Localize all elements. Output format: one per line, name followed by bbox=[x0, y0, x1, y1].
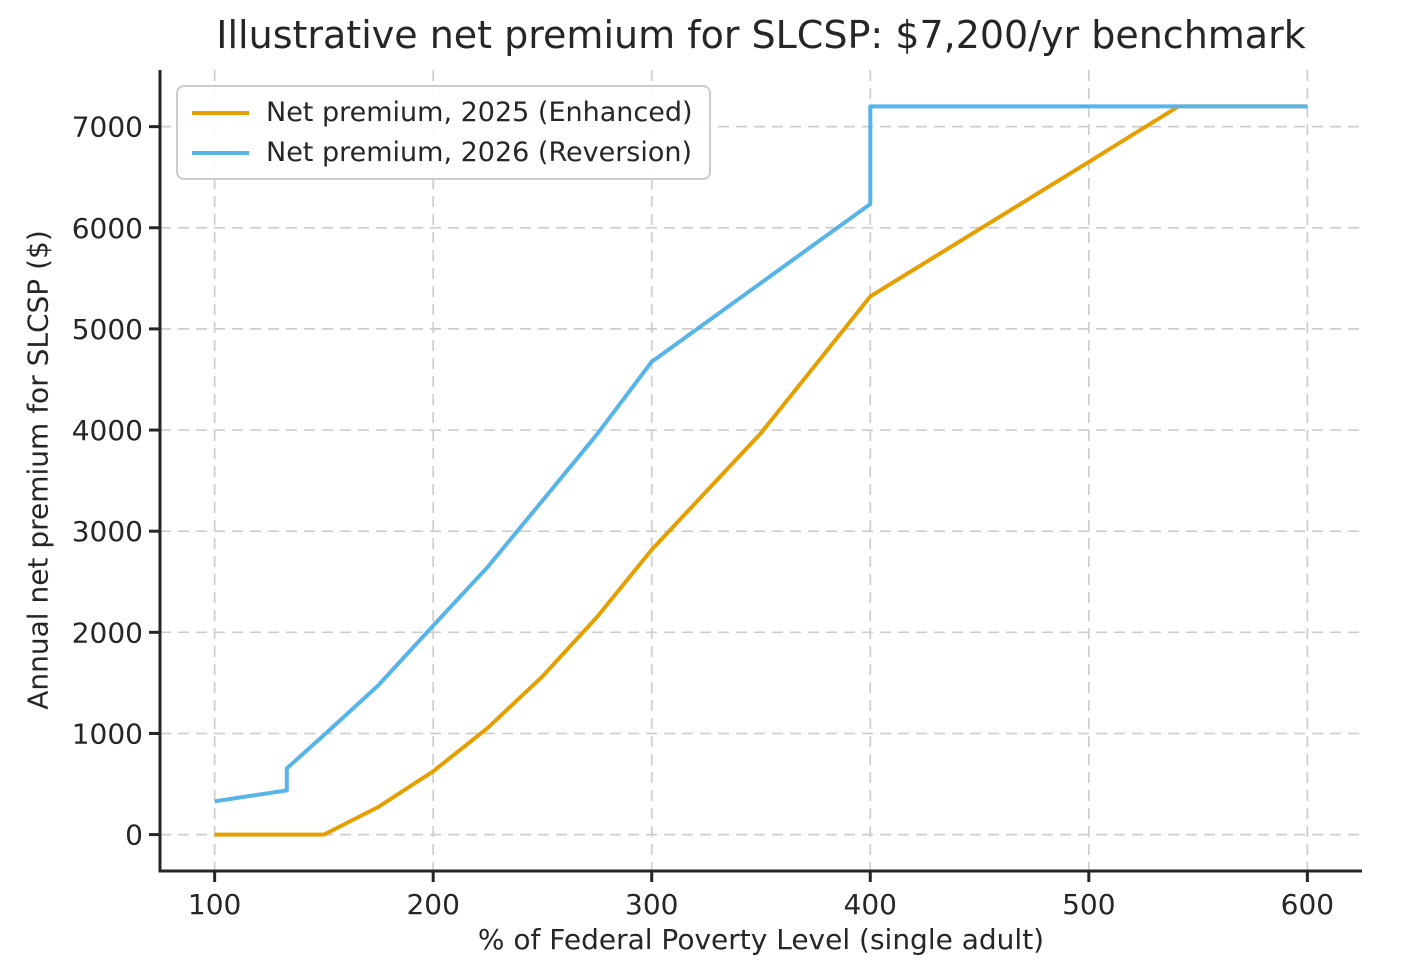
x-tick-label: 200 bbox=[406, 888, 459, 921]
chart-title: Illustrative net premium for SLCSP: $7,2… bbox=[216, 13, 1306, 57]
y-tick-label: 4000 bbox=[72, 414, 143, 447]
series-line-0 bbox=[214, 104, 1308, 837]
y-axis-label: Annual net premium for SLCSP ($) bbox=[21, 230, 55, 710]
x-tick-label: 300 bbox=[625, 888, 678, 921]
x-axis-label: % of Federal Poverty Level (single adult… bbox=[477, 923, 1045, 956]
legend-label-2025-enhanced: Net premium, 2025 (Enhanced) bbox=[266, 97, 693, 128]
legend-item-2025-enhanced: Net premium, 2025 (Enhanced) bbox=[192, 97, 693, 128]
series-line-1 bbox=[214, 104, 1308, 804]
x-tick-label: 400 bbox=[844, 888, 897, 921]
y-tick-label: 0 bbox=[125, 819, 143, 852]
y-tick-label: 5000 bbox=[72, 313, 143, 346]
legend-label-2026-reversion: Net premium, 2026 (Reversion) bbox=[266, 137, 693, 169]
tick-labels: 100 200 300 400 500 6000100020003000400050006… bbox=[72, 111, 1334, 921]
x-tick-label: 600 bbox=[1281, 888, 1334, 921]
y-tick-label: 7000 bbox=[72, 111, 143, 144]
gridlines bbox=[160, 70, 1362, 871]
legend-swatch-2025-enhanced bbox=[192, 110, 249, 115]
x-tick-label: 100 bbox=[188, 888, 241, 921]
y-tick-label: 3000 bbox=[72, 515, 143, 548]
tick-marks bbox=[149, 125, 1309, 882]
legend-item-2026-reversion: Net premium, 2026 (Reversion) bbox=[192, 137, 693, 169]
series-lines bbox=[214, 104, 1308, 837]
legend: Net premium, 2025 (Enhanced) Net premium… bbox=[176, 85, 711, 181]
y-tick-label: 6000 bbox=[72, 212, 143, 245]
y-tick-label: 2000 bbox=[72, 616, 143, 649]
y-tick-label: 1000 bbox=[72, 717, 143, 750]
legend-swatch-2026-reversion bbox=[192, 150, 249, 155]
axes-spines bbox=[158, 70, 1362, 873]
x-tick-label: 500 bbox=[1062, 888, 1115, 921]
